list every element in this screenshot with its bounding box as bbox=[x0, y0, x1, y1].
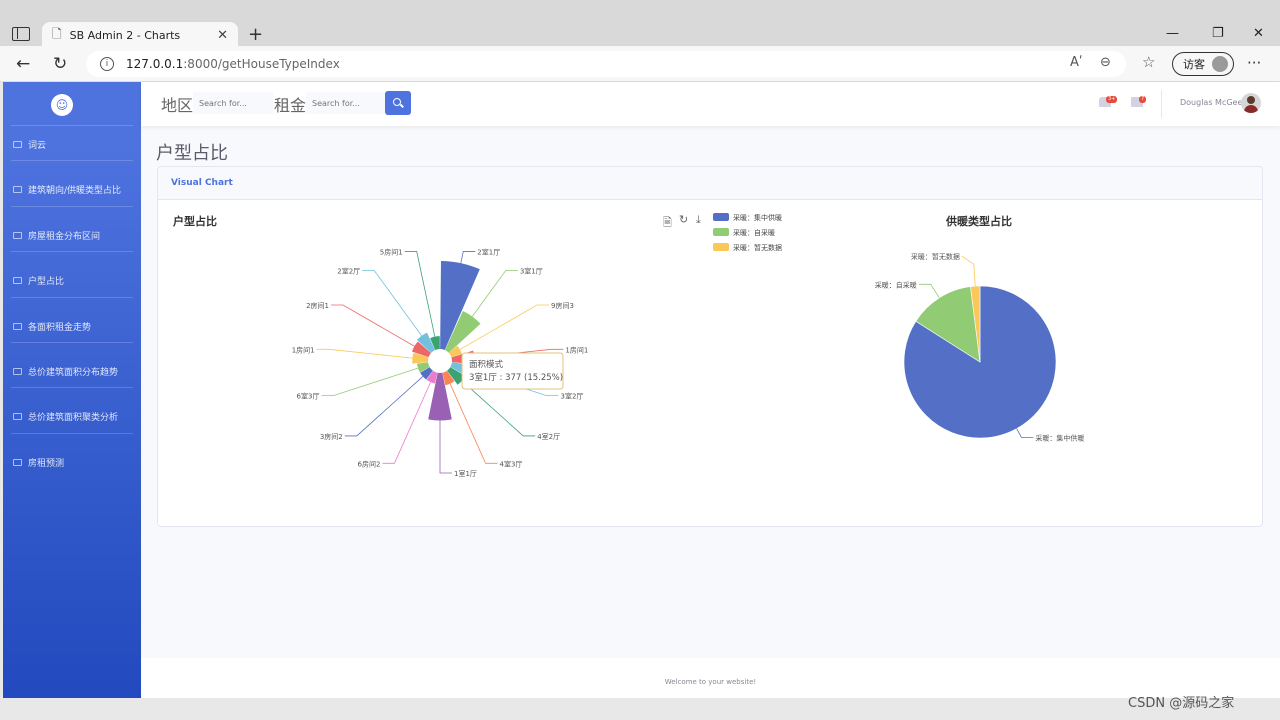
restore-icon[interactable]: ❐ bbox=[1212, 26, 1224, 41]
chart-icon bbox=[13, 141, 22, 148]
table-icon bbox=[13, 459, 22, 466]
pie-chart-title: 供暖类型占比 bbox=[946, 215, 1012, 228]
minimize-icon[interactable]: — bbox=[1166, 26, 1179, 41]
zoom-icon[interactable]: ⊖ bbox=[1100, 55, 1111, 70]
region-label: 地区 bbox=[161, 96, 194, 115]
data-view-icon[interactable]: 🗎 bbox=[663, 216, 672, 229]
messages-badge: 7 bbox=[1139, 96, 1147, 103]
site-info-icon[interactable]: i bbox=[100, 57, 114, 71]
refresh-icon[interactable]: ↻ bbox=[53, 54, 68, 74]
sidebar-divider bbox=[11, 342, 133, 343]
alerts-badge: 3+ bbox=[1106, 96, 1118, 103]
watermark: CSDN @源码之家 bbox=[1128, 696, 1235, 711]
sidebar-divider bbox=[11, 125, 133, 126]
sidebar-item-label: 户型占比 bbox=[28, 277, 65, 287]
sidebar-divider bbox=[11, 160, 133, 161]
card-header: Visual Chart bbox=[158, 167, 1262, 200]
sidebar-item-price-area-trend[interactable]: 总价建筑面积分布趋势 bbox=[13, 365, 137, 378]
read-aloud-icon[interactable]: Aʹ bbox=[1070, 55, 1083, 70]
sidebar-item-rent-range[interactable]: 房屋租金分布区间 bbox=[13, 229, 137, 242]
restore-chart-icon[interactable]: ↻ bbox=[679, 213, 689, 226]
sidebar-item-label: 房租预测 bbox=[28, 459, 65, 469]
tab-title: SB Admin 2 - Charts bbox=[69, 28, 181, 42]
url-path: :8000/getHouseTypeIndex bbox=[183, 57, 340, 71]
sidebar-divider bbox=[11, 433, 133, 434]
envelope-icon[interactable] bbox=[1131, 97, 1143, 107]
sidebar-item-house-type[interactable]: 户型占比 bbox=[13, 274, 137, 287]
sidebar: ☺ 词云 建筑朝向/供暖类型占比 房屋租金分布区间 户型占比 各面积租金走势 总… bbox=[3, 82, 141, 698]
sidebar-item-label: 房屋租金分布区间 bbox=[28, 232, 101, 242]
sidebar-item-wordcloud[interactable]: 词云 bbox=[13, 138, 137, 151]
chart-card: Visual Chart bbox=[157, 166, 1263, 527]
table-icon bbox=[13, 413, 22, 420]
region-search-input[interactable] bbox=[193, 92, 273, 114]
sidebar-item-label: 总价建筑面积聚类分析 bbox=[28, 413, 119, 423]
table-icon bbox=[13, 323, 22, 330]
sidebar-item-area-rent-trend[interactable]: 各面积租金走势 bbox=[13, 320, 137, 333]
new-tab-button[interactable]: + bbox=[248, 24, 264, 45]
sidebar-item-label: 各面积租金走势 bbox=[28, 323, 92, 333]
more-menu-icon[interactable]: ··· bbox=[1247, 54, 1262, 72]
save-image-icon[interactable]: ⤓ bbox=[696, 213, 701, 226]
url-host: 127.0.0.1 bbox=[126, 57, 184, 71]
page-icon: 🗋 bbox=[52, 26, 62, 41]
sidebar-divider bbox=[11, 387, 133, 388]
table-icon bbox=[13, 368, 22, 375]
sidebar-item-price-area-cluster[interactable]: 总价建筑面积聚类分析 bbox=[13, 410, 137, 423]
sidebar-item-orientation-heating[interactable]: 建筑朝向/供暖类型占比 bbox=[13, 183, 137, 196]
profile-label: 访客 bbox=[1183, 58, 1205, 71]
sidebar-item-rent-prediction[interactable]: 房租预测 bbox=[13, 456, 137, 469]
close-window-icon[interactable]: ✕ bbox=[1253, 26, 1264, 41]
topbar-divider bbox=[1161, 90, 1162, 118]
sidebar-item-label: 词云 bbox=[28, 141, 47, 151]
table-icon bbox=[13, 277, 22, 284]
profile-avatar-icon bbox=[1212, 56, 1228, 72]
sidebar-item-label: 总价建筑面积分布趋势 bbox=[28, 368, 119, 378]
page-title: 户型占比 bbox=[156, 143, 228, 164]
user-name[interactable]: Douglas McGee bbox=[1180, 98, 1243, 107]
table-icon bbox=[13, 232, 22, 239]
bell-icon[interactable] bbox=[1099, 97, 1111, 107]
rose-chart-title: 户型占比 bbox=[173, 215, 217, 228]
sidebar-divider bbox=[11, 206, 133, 207]
browser-tab-bar: 🗋 SB Admin 2 - Charts ✕ + — ❐ ✕ bbox=[0, 0, 1280, 48]
browser-tab[interactable]: 🗋 SB Admin 2 - Charts ✕ bbox=[42, 22, 238, 48]
sidebar-divider bbox=[11, 297, 133, 298]
tab-close-icon[interactable]: ✕ bbox=[217, 27, 228, 43]
main-content: 地区 租金 3+ 7 Douglas McGee 户型占比 Visual Cha… bbox=[141, 82, 1280, 698]
tab-actions-icon[interactable] bbox=[12, 27, 30, 41]
brand-logo-icon[interactable]: ☺ bbox=[51, 94, 73, 116]
sidebar-divider bbox=[11, 251, 133, 252]
card-header-title: Visual Chart bbox=[171, 178, 233, 188]
chart-icon bbox=[13, 186, 22, 193]
rent-search-input[interactable] bbox=[306, 92, 385, 114]
rent-label: 租金 bbox=[274, 96, 307, 115]
address-bar[interactable]: i 127.0.0.1 :8000/getHouseTypeIndex bbox=[86, 51, 1126, 77]
user-avatar[interactable] bbox=[1241, 93, 1261, 113]
footer: Welcome to your website! bbox=[141, 658, 1280, 698]
search-button[interactable] bbox=[385, 91, 411, 115]
back-icon[interactable]: ← bbox=[16, 54, 31, 74]
footer-text: Welcome to your website! bbox=[664, 678, 757, 686]
profile-button[interactable]: 访客 bbox=[1172, 52, 1234, 76]
favorites-icon[interactable]: ☆ bbox=[1142, 53, 1156, 71]
top-navbar: 地区 租金 3+ 7 Douglas McGee bbox=[141, 82, 1280, 126]
browser-toolbar: ← ↻ i 127.0.0.1 :8000/getHouseTypeIndex … bbox=[0, 46, 1280, 82]
sidebar-item-label: 建筑朝向/供暖类型占比 bbox=[28, 186, 122, 196]
